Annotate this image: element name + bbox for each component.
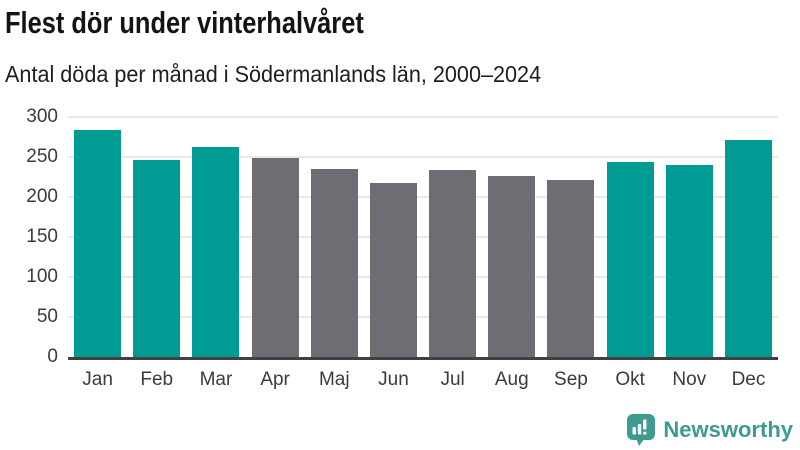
bar-column-aug xyxy=(482,117,541,357)
gridline-300 xyxy=(68,116,778,118)
bar-column-jun xyxy=(364,117,423,357)
bar-column-okt xyxy=(601,117,660,357)
bar-jun xyxy=(369,183,417,357)
bar-column-sep xyxy=(541,117,600,357)
bar-aug xyxy=(488,176,536,357)
x-tick-label-jul: Jul xyxy=(440,369,465,390)
gridline-250 xyxy=(68,156,778,158)
x-tick-label-aug: Aug xyxy=(494,369,529,390)
bar-okt xyxy=(606,161,654,357)
bar-column-apr xyxy=(246,117,305,357)
brand-name: Newsworthy xyxy=(663,417,793,442)
bar-column-jan xyxy=(68,117,127,357)
y-tick-label-100: 100 xyxy=(26,265,58,287)
x-tick-label-nov: Nov xyxy=(672,369,707,390)
y-tick-label-300: 300 xyxy=(26,106,58,127)
bar-column-jul xyxy=(423,117,482,357)
newsworthy-logo: Newsworthy xyxy=(627,414,793,446)
bars xyxy=(68,117,778,357)
y-tick-label-150: 150 xyxy=(26,226,58,247)
bar-jul xyxy=(429,169,477,357)
gridline-100 xyxy=(68,276,778,279)
bar-dec xyxy=(724,140,772,357)
y-tick-label-50: 50 xyxy=(36,306,58,327)
chart-subtitle: Antal döda per månad i Södermanlands län… xyxy=(5,61,542,87)
gridline-50 xyxy=(68,316,778,319)
bar-column-nov xyxy=(660,117,719,357)
x-tick-label-feb: Feb xyxy=(140,369,174,390)
bar-apr xyxy=(251,157,299,357)
bar-feb xyxy=(133,160,181,357)
x-tick-label-mar: Mar xyxy=(199,369,233,390)
y-tick-label-250: 250 xyxy=(26,145,58,167)
bar-jan xyxy=(74,129,122,357)
bar-maj xyxy=(310,169,358,357)
chart-title: Flest dör under vinterhalvåret xyxy=(5,5,364,40)
bar-mar xyxy=(192,146,240,357)
gridline-150 xyxy=(68,236,778,238)
bar-column-feb xyxy=(127,117,186,357)
x-tick-label-sep: Sep xyxy=(554,369,588,390)
newsworthy-logo-icon xyxy=(627,414,656,446)
x-tick-label-dec: Dec xyxy=(731,369,766,390)
gridline-200 xyxy=(68,196,778,199)
bar-sep xyxy=(547,180,595,357)
plot-area xyxy=(68,116,778,360)
x-tick-label-okt: Okt xyxy=(615,369,645,390)
bar-column-dec xyxy=(719,117,778,357)
x-axis: Jan Feb Mar Apr Maj Jun Jul Aug Sep Okt Nov Dec xyxy=(68,368,778,392)
y-axis: 0 50 100 150 200 250 300 xyxy=(0,106,58,367)
x-tick-label-jan: Jan xyxy=(82,369,113,390)
y-tick-label-200: 200 xyxy=(26,185,58,207)
bar-column-mar xyxy=(186,117,245,357)
bar-column-maj xyxy=(305,117,364,357)
y-tick-label-0: 0 xyxy=(47,346,58,367)
x-tick-label-apr: Apr xyxy=(260,369,290,390)
x-tick-label-maj: Maj xyxy=(318,369,350,390)
bar-nov xyxy=(665,165,713,357)
x-tick-label-jun: Jun xyxy=(378,369,409,390)
